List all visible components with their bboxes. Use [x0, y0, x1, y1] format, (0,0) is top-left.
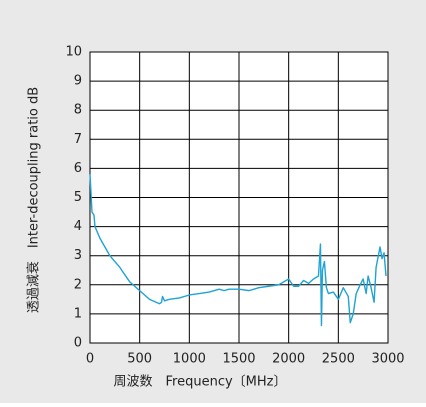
- y-tick-label: 7: [74, 132, 82, 147]
- y-axis-label: 透過減衰 Inter-decoupling ratio dB: [26, 87, 42, 313]
- x-tick-label: 1000: [173, 352, 206, 367]
- y-tick-label: 6: [74, 161, 82, 176]
- y-tick-label: 4: [74, 219, 82, 234]
- y-tick-label: 9: [74, 74, 82, 89]
- x-tick-label: 500: [127, 352, 152, 367]
- x-axis-label: 周波数 Frequency〔MHz〕: [114, 375, 287, 390]
- y-tick-label: 2: [74, 277, 82, 292]
- x-tick-label: 2000: [272, 352, 305, 367]
- x-tick-label: 0: [86, 352, 94, 367]
- y-tick-label: 5: [74, 190, 82, 205]
- x-tick-label: 2500: [322, 352, 355, 367]
- x-tick-label: 1500: [222, 352, 255, 367]
- y-tick-label: 8: [74, 103, 82, 118]
- y-tick-label: 3: [74, 248, 82, 263]
- y-tick-label: 0: [74, 336, 82, 351]
- y-tick-label: 10: [65, 45, 82, 60]
- x-tick-label: 3000: [371, 352, 404, 367]
- data-line: [89, 174, 387, 327]
- y-tick-label: 1: [74, 306, 82, 321]
